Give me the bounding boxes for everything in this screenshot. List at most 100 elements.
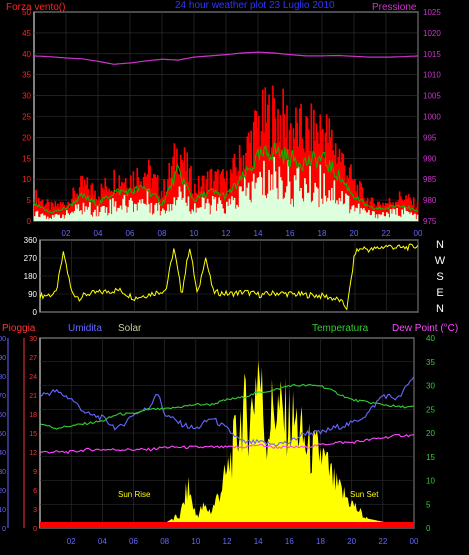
- gust-bar: [233, 153, 236, 221]
- panel3-x-tick-label: 08: [160, 537, 169, 546]
- panel1-x-tick-label: 10: [190, 229, 199, 238]
- panel1-right-tick-label: 995: [423, 133, 437, 142]
- panel3-humidity-tick-label: 100: [0, 336, 6, 343]
- panel3-humidity-ticks: 0 10 20 30 40 50 60 70 80 90 100: [0, 336, 6, 533]
- wind-bar: [121, 209, 123, 221]
- gust-bar: [406, 198, 409, 221]
- wind-bar: [104, 212, 107, 221]
- wind-bar: [155, 203, 158, 221]
- panel3-x-tick-label: 16: [285, 537, 294, 546]
- gust-bar: [328, 118, 331, 221]
- wind-bar: [131, 200, 133, 221]
- gust-bar: [314, 140, 316, 221]
- gust-bar: [298, 108, 301, 221]
- wind-bar: [181, 199, 183, 221]
- wind-bar: [371, 210, 374, 221]
- wind-bar: [168, 211, 171, 221]
- gust-bar: [179, 154, 182, 221]
- panel3-temp-tick-label: 20: [426, 429, 435, 438]
- gust-bar: [83, 179, 86, 221]
- wind-bar: [392, 208, 395, 221]
- wind-pressure-panel: Forza vento() 24 hour weather plot 23 Lu…: [6, 0, 441, 238]
- wind-bar: [201, 196, 204, 221]
- panel1-left-tick-label: 35: [22, 71, 31, 80]
- gust-bar: [355, 191, 357, 221]
- gust-bar: [45, 203, 48, 221]
- panel3-temp-tick-label: 10: [426, 477, 435, 486]
- wind-bar: [195, 212, 197, 221]
- gust-bar: [386, 203, 388, 221]
- gust-bar: [168, 162, 171, 221]
- wind-bar: [69, 213, 72, 221]
- pressure-line: [33, 51, 419, 65]
- panel3-humidity-tick-label: 30: [0, 469, 6, 476]
- gust-bar: [115, 190, 118, 221]
- wind-bar: [200, 207, 203, 221]
- gust-bar: [59, 201, 62, 221]
- wind-bar: [59, 218, 62, 221]
- gust-bar: [302, 148, 305, 221]
- wind-bar: [287, 159, 290, 221]
- gust-bar: [196, 194, 199, 221]
- gust-bar: [119, 186, 122, 221]
- gust-bar: [339, 161, 342, 221]
- gust-bar: [46, 199, 49, 221]
- wind-bar: [327, 197, 329, 221]
- gust-bar: [220, 171, 223, 221]
- wind-bar: [228, 198, 231, 221]
- wind-bar: [188, 211, 191, 221]
- gust-bar: [124, 178, 127, 221]
- wind-bar: [108, 213, 110, 221]
- gust-bar: [411, 205, 414, 221]
- wind-bar: [126, 212, 128, 221]
- gust-bar: [252, 121, 255, 221]
- gust-bar: [67, 201, 69, 221]
- gust-bar: [126, 188, 128, 221]
- wind-bar: [336, 200, 338, 221]
- wind-bar: [60, 217, 63, 221]
- wind-bar: [310, 202, 313, 221]
- wind-bar: [146, 189, 149, 221]
- wind-bar: [156, 210, 159, 221]
- wind-bar: [160, 210, 163, 221]
- panel3-rain-tick-label: 12: [29, 450, 37, 457]
- gust-bar: [330, 129, 333, 221]
- gust-bar: [121, 181, 123, 221]
- gust-bar: [108, 188, 110, 221]
- gust-bar: [142, 176, 145, 221]
- panel3-humidity-tick-label: 40: [0, 450, 6, 457]
- gust-bar: [351, 179, 354, 221]
- panel3-temp-tick-label: 5: [426, 500, 431, 509]
- wind-bar: [380, 214, 383, 221]
- panel2-grid: [40, 239, 419, 313]
- wind-bar: [182, 197, 185, 221]
- gust-bar: [234, 167, 237, 221]
- wind-bar: [176, 200, 178, 221]
- wind-bar: [237, 206, 240, 221]
- panel1-left-tick-label: 45: [22, 29, 31, 38]
- gust-bar: [183, 147, 186, 221]
- wind-bar: [264, 195, 267, 221]
- gust-bar: [160, 191, 163, 221]
- gust-bar: [222, 168, 224, 221]
- gust-bar: [41, 199, 44, 221]
- wind-bar: [222, 208, 224, 221]
- panel1-right-ticks: 975 980 985 990 995 1000 1005 1010 1015 1020 1025: [423, 8, 441, 226]
- panel1-left-tick-label: 5: [27, 196, 32, 205]
- wind-bar: [78, 211, 81, 221]
- wind-bar: [263, 160, 265, 221]
- gust-bar: [365, 201, 368, 221]
- gust-bar: [37, 197, 40, 221]
- wind-bar: [206, 198, 209, 221]
- gust-bar: [247, 132, 250, 221]
- panel1-left-tick-label: 15: [22, 154, 31, 163]
- wind-bar: [81, 214, 84, 221]
- wind-bar: [51, 214, 54, 221]
- gust-bar: [315, 123, 318, 221]
- panel3-x-ticks: 02 04 06 08 10 12 14 16 18 20 22 00: [67, 537, 419, 546]
- gust-bar: [44, 205, 46, 221]
- gust-bar: [394, 201, 397, 221]
- panel1-x-tick-label: 00: [414, 229, 423, 238]
- wind-bar: [133, 203, 136, 221]
- gust-bar: [264, 87, 267, 222]
